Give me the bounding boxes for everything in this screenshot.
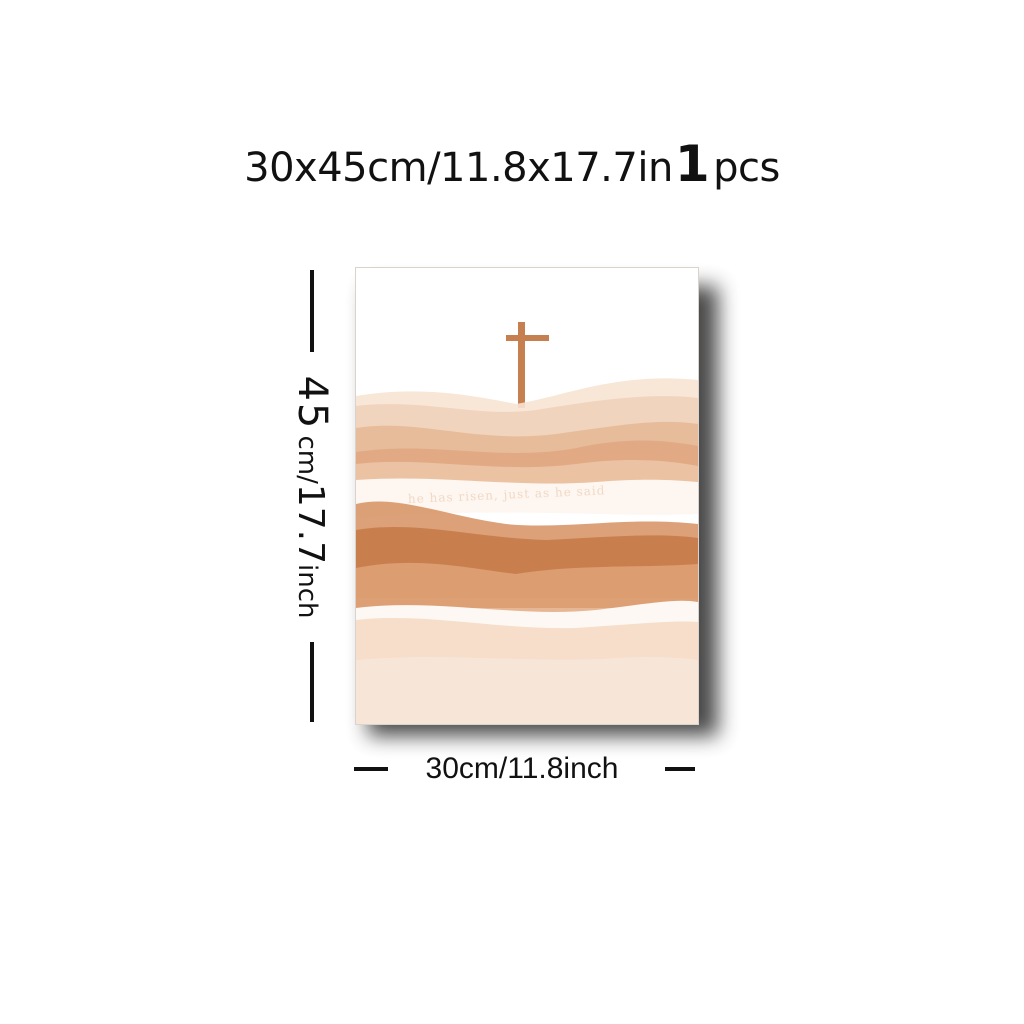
poster-artwork: he has risen, just as he said (356, 268, 698, 724)
width-dimension-line-left (354, 767, 388, 771)
height-value-inch: 17.7 (290, 483, 331, 565)
width-dimension-line-right (665, 767, 695, 771)
landscape-illustration (356, 268, 698, 724)
height-dimension-line-top (310, 270, 314, 352)
height-unit-inch: inch (292, 564, 322, 619)
quantity-unit: pcs (713, 145, 780, 191)
quantity-number: 1 (674, 135, 710, 193)
cross-icon (518, 322, 525, 408)
product-size-headline: 30x45cm/11.8x17.7in1 pcs (0, 136, 1024, 196)
height-label: 45 cm/17.7inch (289, 375, 335, 619)
height-unit-cm: cm/ (292, 435, 322, 484)
cross-bar (506, 335, 549, 341)
width-label: 30cm/11.8inch (425, 752, 619, 785)
height-value: 45 (289, 375, 335, 431)
size-text: 30x45cm/11.8x17.7in (244, 145, 673, 191)
height-dimension-line-bottom (310, 642, 314, 722)
